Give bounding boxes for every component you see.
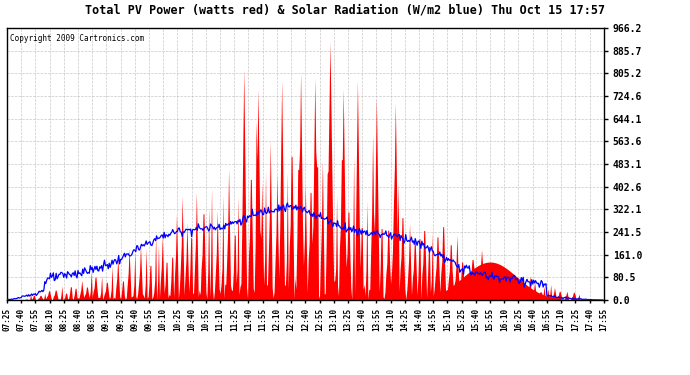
Text: Copyright 2009 Cartronics.com: Copyright 2009 Cartronics.com	[10, 34, 144, 43]
Text: Total PV Power (watts red) & Solar Radiation (W/m2 blue) Thu Oct 15 17:57: Total PV Power (watts red) & Solar Radia…	[85, 4, 605, 17]
